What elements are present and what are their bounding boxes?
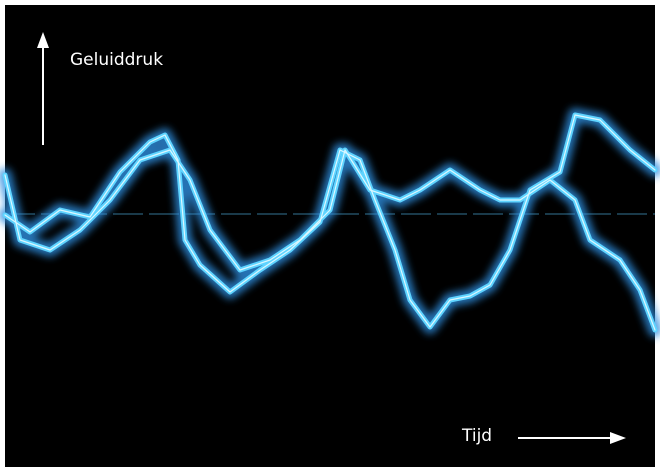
y-axis-label: Geluiddruk	[70, 50, 163, 70]
background	[5, 5, 655, 467]
x-axis-label: Tijd	[461, 426, 492, 446]
waveform-diagram: Geluiddruk Tijd	[0, 0, 660, 472]
